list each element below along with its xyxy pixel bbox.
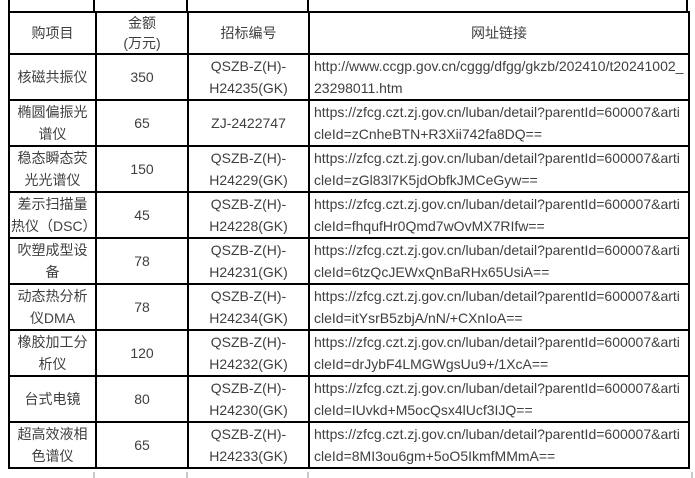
- crop-border-stub: [93, 0, 95, 11]
- bid-no-cell: QSZB-Z(H)-H24233(GK): [187, 421, 310, 469]
- url-cell: https://zfcg.czt.zj.gov.cn/luban/detail?…: [308, 191, 690, 239]
- item-cell: 核磁共振仪: [8, 53, 97, 101]
- url-cell: https://zfcg.czt.zj.gov.cn/luban/detail?…: [308, 421, 690, 469]
- item-cell: 吹塑成型设备: [8, 237, 97, 285]
- bid-no-cell: QSZB-Z(H)-H24228(GK): [187, 191, 310, 239]
- item-cell: 稳态瞬态荧光光谱仪: [8, 145, 97, 193]
- column-header-item: 购项目: [8, 11, 97, 55]
- crop-border-stub: [186, 0, 188, 11]
- column-header-url: 网址链接: [308, 11, 690, 55]
- table-body: 核磁共振仪 350 QSZB-Z(H)-H24235(GK) http://www.c…: [8, 53, 690, 469]
- url-cell: http://www.ccgp.gov.cn/cggg/dfgg/gkzb/20…: [308, 53, 690, 101]
- table-row: 橡胶加工分析仪 120 QSZB-Z(H)-H24232(GK) https://zf…: [8, 329, 690, 377]
- table-row: 核磁共振仪 350 QSZB-Z(H)-H24235(GK) http://www.c…: [8, 53, 690, 101]
- bid-no-cell: QSZB-Z(H)-H24231(GK): [187, 237, 310, 285]
- table-row: 差示扫描量热仪（DSC） 45 QSZB-Z(H)-H24228(GK) https:…: [8, 191, 690, 239]
- amount-cell: 150: [95, 145, 189, 193]
- amount-cell: 80: [95, 375, 189, 423]
- column-header-bid-no: 招标编号: [187, 11, 310, 55]
- amount-cell: 45: [95, 191, 189, 239]
- item-cell: 动态热分析仪DMA: [8, 283, 97, 331]
- bid-no-cell: ZJ-2422747: [187, 99, 310, 147]
- crop-border-stub: [691, 472, 693, 478]
- table-row: 稳态瞬态荧光光谱仪 150 QSZB-Z(H)-H24229(GK) https://…: [8, 145, 690, 193]
- amount-cell: 78: [95, 237, 189, 285]
- amount-cell: 78: [95, 283, 189, 331]
- bid-no-cell: QSZB-Z(H)-H24234(GK): [187, 283, 310, 331]
- url-cell: https://zfcg.czt.zj.gov.cn/luban/detail?…: [308, 375, 690, 423]
- crop-border-stub: [307, 0, 309, 11]
- amount-cell: 350: [95, 53, 189, 101]
- item-cell: 超高效液相色谱仪: [8, 421, 97, 469]
- bid-no-cell: QSZB-Z(H)-H24229(GK): [187, 145, 310, 193]
- url-cell: https://zfcg.czt.zj.gov.cn/luban/detail?…: [308, 99, 690, 147]
- url-cell: https://zfcg.czt.zj.gov.cn/luban/detail?…: [308, 237, 690, 285]
- column-header-amount: 金额 (万元): [95, 11, 189, 55]
- crop-border-stub: [186, 472, 188, 478]
- table-row: 动态热分析仪DMA 78 QSZB-Z(H)-H24234(GK) https://z…: [8, 283, 690, 331]
- header-row: 购项目 金额 (万元) 招标编号 网址链接: [8, 11, 690, 55]
- bid-no-cell: QSZB-Z(H)-H24232(GK): [187, 329, 310, 377]
- url-cell: https://zfcg.czt.zj.gov.cn/luban/detail?…: [308, 145, 690, 193]
- crop-border-stub: [307, 472, 309, 478]
- item-cell: 椭圆偏振光谱仪: [8, 99, 97, 147]
- url-cell: https://zfcg.czt.zj.gov.cn/luban/detail?…: [308, 283, 690, 331]
- url-cell: https://zfcg.czt.zj.gov.cn/luban/detail?…: [308, 329, 690, 377]
- amount-cell: 120: [95, 329, 189, 377]
- procurement-table: 购项目 金额 (万元) 招标编号 网址链接 核磁共振仪 350 QSZB-Z(H)-H24…: [8, 11, 690, 469]
- crop-border-stub: [93, 472, 95, 478]
- table-header: 购项目 金额 (万元) 招标编号 网址链接: [8, 11, 690, 55]
- table-row: 吹塑成型设备 78 QSZB-Z(H)-H24231(GK) https://zfcg…: [8, 237, 690, 285]
- table-row: 超高效液相色谱仪 65 QSZB-Z(H)-H24233(GK) https://zf…: [8, 421, 690, 469]
- amount-cell: 65: [95, 421, 189, 469]
- item-cell: 台式电镜: [8, 375, 97, 423]
- bid-no-cell: QSZB-Z(H)-H24235(GK): [187, 53, 310, 101]
- item-cell: 橡胶加工分析仪: [8, 329, 97, 377]
- amount-cell: 65: [95, 99, 189, 147]
- table-row: 椭圆偏振光谱仪 65 ZJ-2422747 https://zfcg.czt.zj.g…: [8, 99, 690, 147]
- crop-border-stub: [686, 0, 688, 11]
- bid-no-cell: QSZB-Z(H)-H24230(GK): [187, 375, 310, 423]
- table-row: 台式电镜 80 QSZB-Z(H)-H24230(GK) https://zfcg.c…: [8, 375, 690, 423]
- item-cell: 差示扫描量热仪（DSC）: [8, 191, 97, 239]
- crop-border-stub: [8, 0, 10, 11]
